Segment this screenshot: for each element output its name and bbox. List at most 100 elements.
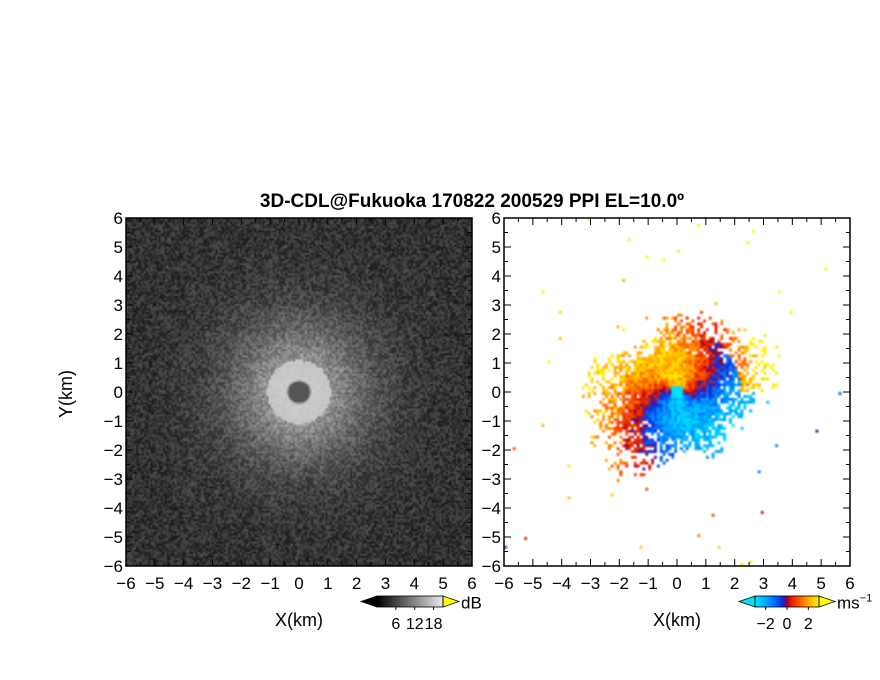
velocity-colorbar-segment: [804, 596, 807, 607]
reflectivity-colorbar-segment: [395, 596, 398, 607]
reflectivity-colorbar-segment: [413, 596, 416, 607]
velocity-colorbar-segment: [814, 596, 817, 607]
velocity-colorbar-segment: [777, 596, 780, 607]
x-tick-label: −2: [610, 574, 629, 593]
y-tick-label: 1: [114, 354, 123, 373]
reflectivity-colorbar-segment: [414, 596, 418, 607]
velocity-colorbar-segment: [812, 596, 815, 607]
velocity-colorbar-segment: [761, 596, 764, 607]
reflectivity-colorbar-segment: [377, 596, 380, 607]
velocity-colorbar-segment: [799, 596, 802, 607]
reflectivity-colorbar-segment: [405, 596, 408, 607]
reflectivity-colorbar-segment: [385, 596, 388, 607]
x-tick-label: 2: [730, 574, 739, 593]
y-tick-label: 1: [492, 354, 501, 373]
y-tick-label: 3: [492, 296, 501, 315]
y-tick-label: 3: [114, 296, 123, 315]
reflectivity-colorbar-segment: [380, 596, 383, 607]
velocity-colorbar-segment: [780, 596, 783, 607]
reflectivity-colorbar-segment: [390, 596, 393, 607]
velocity-colorbar-segment: [755, 596, 758, 607]
y-tick-label: 4: [114, 267, 123, 286]
y-tick-label: 5: [114, 238, 123, 257]
reflectivity-colorbar-unit: dB: [461, 594, 482, 613]
y-tick-label: −6: [104, 557, 123, 576]
velocity-x-axis-label: X(km): [653, 610, 701, 630]
velocity-colorbar-segment: [775, 596, 778, 607]
velocity-colorbar-segment: [763, 596, 766, 607]
velocity-colorbar-segment: [779, 596, 782, 607]
reflectivity-colorbar-segment: [381, 596, 385, 607]
y-tick-label: −5: [482, 528, 501, 547]
velocity-colorbar-segment: [788, 596, 791, 607]
y-tick-label: 6: [114, 209, 123, 228]
velocity-colorbar-segment: [782, 596, 785, 607]
reflectivity-colorbar-frame: [376, 595, 444, 608]
velocity-colorbar-segment: [793, 596, 796, 607]
y-tick-label: 4: [492, 267, 501, 286]
reflectivity-colorbar-segment: [438, 596, 441, 607]
x-tick-label: 6: [845, 574, 854, 593]
velocity-colorbar-segment: [803, 596, 806, 607]
velocity-colorbar-segment: [817, 596, 820, 607]
reflectivity-colorbar-segment: [416, 596, 419, 607]
velocity-colorbar-segment: [795, 596, 798, 607]
reflectivity-colorbar-segment: [433, 596, 436, 607]
y-tick-label: −6: [482, 557, 501, 576]
reflectivity-colorbar-high-extend: [442, 595, 461, 608]
x-tick-label: −6: [494, 574, 513, 593]
reflectivity-colorbar-tick-label: 12: [406, 616, 424, 633]
reflectivity-colorbar-segment: [383, 596, 386, 607]
velocity-colorbar-segment: [811, 596, 814, 607]
reflectivity-colorbar-tick-label: 6: [391, 616, 400, 633]
y-tick-label: −5: [104, 528, 123, 547]
reflectivity-colorbar-segment: [429, 596, 433, 607]
reflectivity-colorbar-segment: [393, 596, 396, 607]
velocity-colorbar-unit-exponent: −1: [860, 593, 873, 605]
reflectivity-colorbar-segment: [391, 596, 395, 607]
velocity-colorbar-segment: [764, 596, 767, 607]
reflectivity-colorbar-segment: [434, 596, 437, 607]
x-tick-label: −5: [523, 574, 542, 593]
reflectivity-colorbar-segment: [418, 596, 421, 607]
x-tick-label: 5: [816, 574, 825, 593]
velocity-colorbar-segment: [756, 596, 759, 607]
y-tick-label: 2: [492, 325, 501, 344]
x-tick-label: −5: [145, 574, 164, 593]
y-tick-label: −4: [482, 499, 501, 518]
velocity-colorbar: −2 0 2 ms−1: [737, 593, 872, 633]
velocity-colorbar-segment: [758, 596, 761, 607]
velocity-colorbar-segment: [801, 596, 804, 607]
velocity-colorbar-high-extend: [818, 595, 837, 608]
reflectivity-colorbar-segment: [428, 596, 431, 607]
velocity-colorbar-segment: [783, 596, 786, 607]
velocity-colorbar-segment: [815, 596, 818, 607]
velocity-colorbar-segment: [771, 596, 774, 607]
reflectivity-colorbar-segment: [423, 596, 426, 607]
reflectivity-colorbar-segment: [410, 596, 413, 607]
reflectivity-colorbar-segment: [388, 596, 391, 607]
x-tick-label: 5: [438, 574, 447, 593]
reflectivity-colorbar-segment: [406, 596, 409, 607]
reflectivity-colorbar-segment: [401, 596, 404, 607]
x-tick-label: −4: [174, 574, 193, 593]
x-tick-label: −6: [116, 574, 135, 593]
velocity-colorbar-segment: [785, 596, 788, 607]
reflectivity-colorbar-segment: [441, 596, 444, 607]
x-tick-label: −3: [581, 574, 600, 593]
x-tick-label: −2: [232, 574, 251, 593]
reflectivity-colorbar-segment: [431, 596, 434, 607]
y-tick-label: 6: [492, 209, 501, 228]
y-tick-label: 0: [114, 383, 123, 402]
reflectivity-colorbar-segment: [436, 596, 439, 607]
x-tick-label: 1: [323, 574, 332, 593]
x-tick-label: 3: [759, 574, 768, 593]
velocity-colorbar-segment: [767, 596, 770, 607]
velocity-colorbar-unit: ms−1: [837, 593, 872, 613]
y-tick-label: 0: [492, 383, 501, 402]
y-tick-label: −2: [104, 441, 123, 460]
